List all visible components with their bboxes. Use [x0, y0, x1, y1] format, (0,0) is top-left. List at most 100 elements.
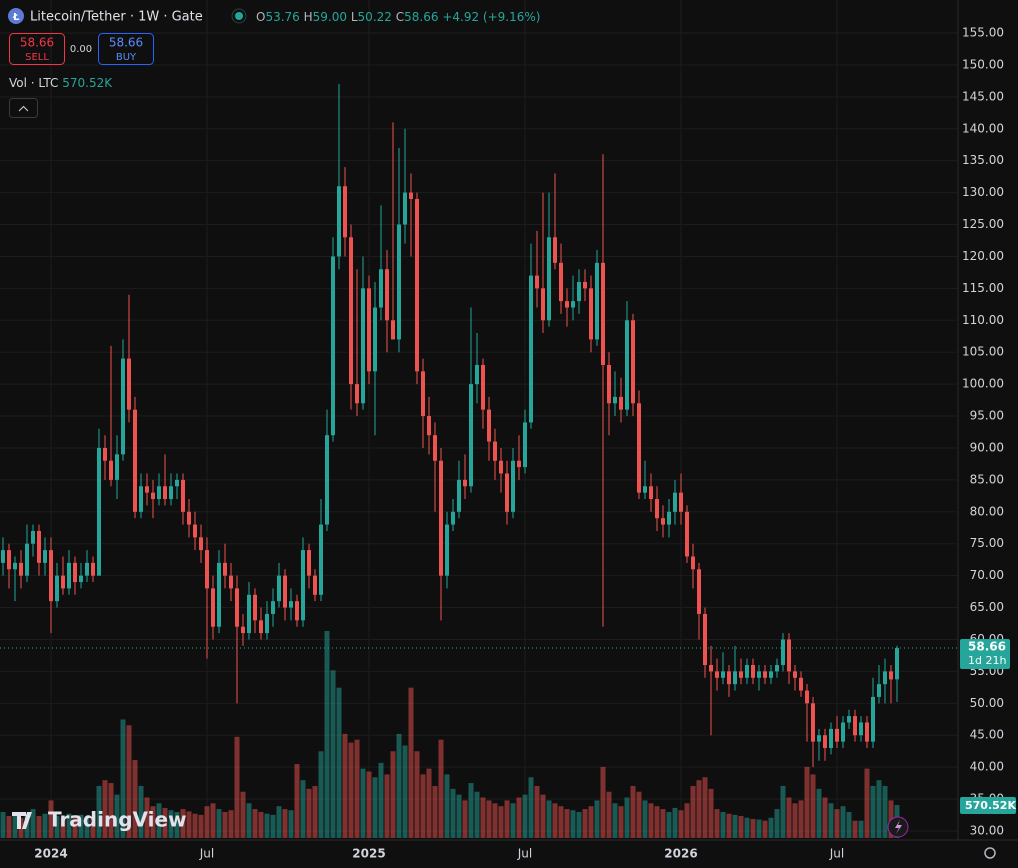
coin-icon: [8, 8, 24, 24]
alert-icon[interactable]: [895, 820, 902, 834]
ohlc-key: L: [351, 10, 358, 24]
volume-bar: [570, 810, 576, 838]
volume-bar: [258, 811, 264, 838]
volume-bar: [96, 785, 102, 838]
sell-button[interactable]: [9, 33, 65, 65]
volume-bar: [396, 733, 402, 838]
volume-bar: [882, 785, 888, 838]
candle-body: [475, 364, 479, 385]
volume-bar: [726, 813, 732, 838]
candle-body: [847, 716, 851, 723]
volume-bar: [846, 811, 852, 838]
volume-bar: [132, 759, 138, 838]
collapse-button[interactable]: [9, 98, 38, 118]
candle-body: [103, 447, 107, 461]
y-tick-label: 80.00: [970, 504, 1004, 518]
volume-bar: [324, 631, 330, 838]
volume-legend: Vol · LTC 570.52K: [9, 76, 113, 90]
ohlc-value: 53.76: [265, 10, 299, 24]
volume-bar: [288, 810, 294, 838]
candle-body: [895, 648, 899, 680]
x-tick-label: 2024: [34, 847, 67, 861]
candle-body: [283, 575, 287, 608]
volume-tag-text: 570.52K: [965, 799, 1016, 812]
candle-body: [877, 684, 881, 697]
x-tick-label: 2025: [352, 847, 385, 861]
candle-body: [169, 486, 173, 500]
collapse-icon[interactable]: [18, 105, 29, 112]
volume-bar: [642, 800, 648, 838]
sell-label[interactable]: SELL: [25, 52, 49, 63]
buy-label[interactable]: BUY: [116, 52, 137, 63]
volume-bar: [438, 739, 444, 838]
volume-bar: [588, 806, 594, 838]
candle-body: [457, 479, 461, 512]
candle-body: [13, 562, 17, 570]
y-tick-label: 95.00: [970, 409, 1004, 423]
volume-bar: [306, 788, 312, 838]
candle-body: [235, 588, 239, 627]
volume-bar: [390, 751, 396, 838]
candle-body: [613, 396, 617, 404]
volume-value: 570.52K: [62, 76, 113, 90]
candle-body: [37, 530, 41, 563]
y-tick-label: 115.00: [962, 281, 1004, 295]
candle-body: [505, 473, 509, 512]
volume-bar: [540, 794, 546, 838]
volume-bar: [510, 803, 516, 838]
volume-bar: [690, 785, 696, 838]
candle-body: [115, 454, 119, 480]
volume-bar: [768, 817, 774, 838]
volume-tag: [960, 797, 1016, 815]
candle-body: [619, 396, 623, 410]
candle-body: [151, 492, 155, 500]
volume-bar: [840, 806, 846, 838]
ohlc-value: 58.66: [404, 10, 438, 24]
candle-body: [625, 320, 629, 410]
buy-price[interactable]: 58.66: [109, 36, 143, 50]
volume-bar: [408, 687, 414, 838]
candle-body: [133, 409, 137, 512]
candle-body: [859, 722, 863, 736]
candle-body: [607, 364, 611, 404]
volume-bar: [192, 813, 198, 838]
volume-bar: [504, 800, 510, 838]
y-tick-label: 145.00: [962, 89, 1004, 103]
volume-bar: [420, 774, 426, 838]
volume-bar: [480, 797, 486, 838]
candle-body: [163, 486, 167, 500]
volume-bar: [426, 768, 432, 838]
volume-bar: [378, 762, 384, 838]
candle-body: [61, 575, 65, 589]
settings-button[interactable]: [984, 847, 996, 859]
volume-bar: [456, 794, 462, 838]
sell-price[interactable]: 58.66: [20, 36, 54, 50]
candle-body: [583, 281, 587, 289]
volume-bar: [300, 780, 306, 838]
y-tick-label: 100.00: [962, 377, 1004, 391]
candle-body: [307, 550, 311, 576]
candle-body: [787, 639, 791, 672]
buy-button[interactable]: [98, 33, 154, 65]
ohlc-key: H: [304, 10, 313, 24]
volume-bar: [780, 785, 786, 838]
y-tick-label: 140.00: [962, 121, 1004, 135]
candle-body: [271, 601, 275, 614]
volume-bar: [402, 745, 408, 838]
volume-bar: [198, 814, 204, 838]
candle-body: [157, 486, 161, 500]
candle-body: [109, 460, 113, 480]
candle-body: [463, 479, 467, 487]
volume-bar: [162, 807, 168, 838]
candle-body: [817, 735, 821, 742]
volume-bar: [552, 803, 558, 838]
volume-bar: [270, 814, 276, 838]
candle-body: [427, 416, 431, 436]
volume-bar: [858, 820, 864, 838]
candle-body: [265, 613, 269, 634]
candle-body: [295, 601, 299, 621]
candle-body: [409, 192, 413, 199]
candle-body: [379, 269, 383, 308]
candle-body: [91, 562, 95, 576]
candle-body: [571, 301, 575, 308]
